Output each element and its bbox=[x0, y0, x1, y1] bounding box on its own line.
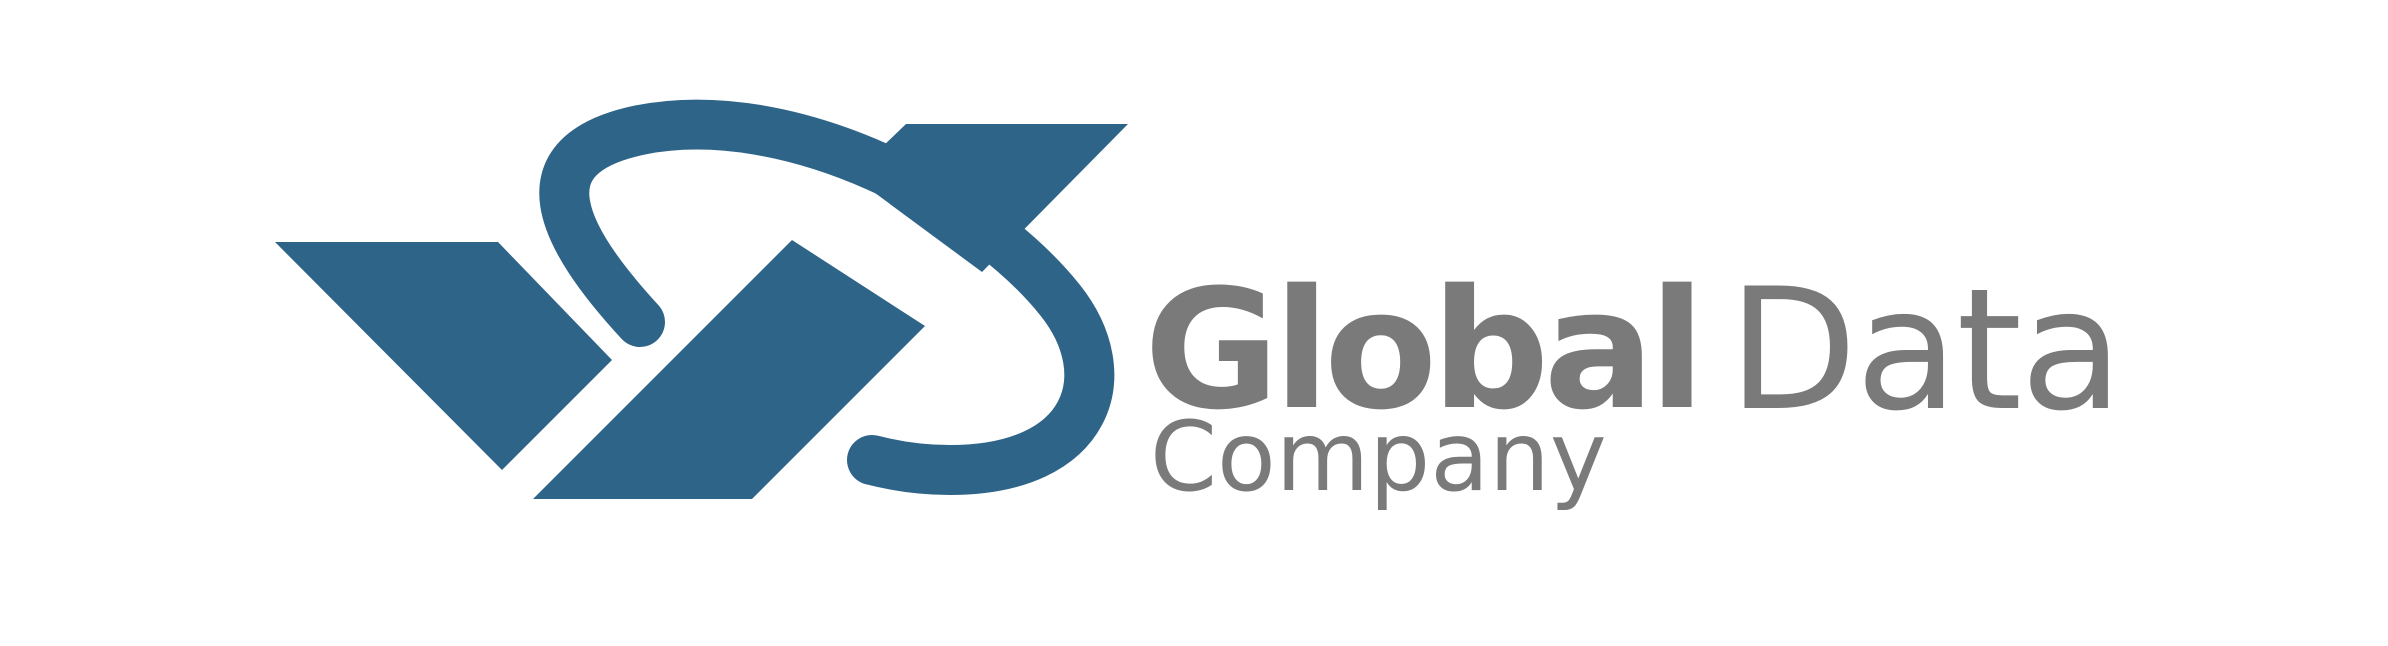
logo-middle-band bbox=[533, 240, 925, 499]
logo-left-band bbox=[275, 242, 612, 470]
wordmark-data: Data bbox=[1728, 252, 2123, 448]
logo-orbit bbox=[539, 99, 1115, 496]
wordmark-company: Company bbox=[1150, 401, 1607, 513]
wordmark-global: Global bbox=[1144, 254, 1705, 446]
